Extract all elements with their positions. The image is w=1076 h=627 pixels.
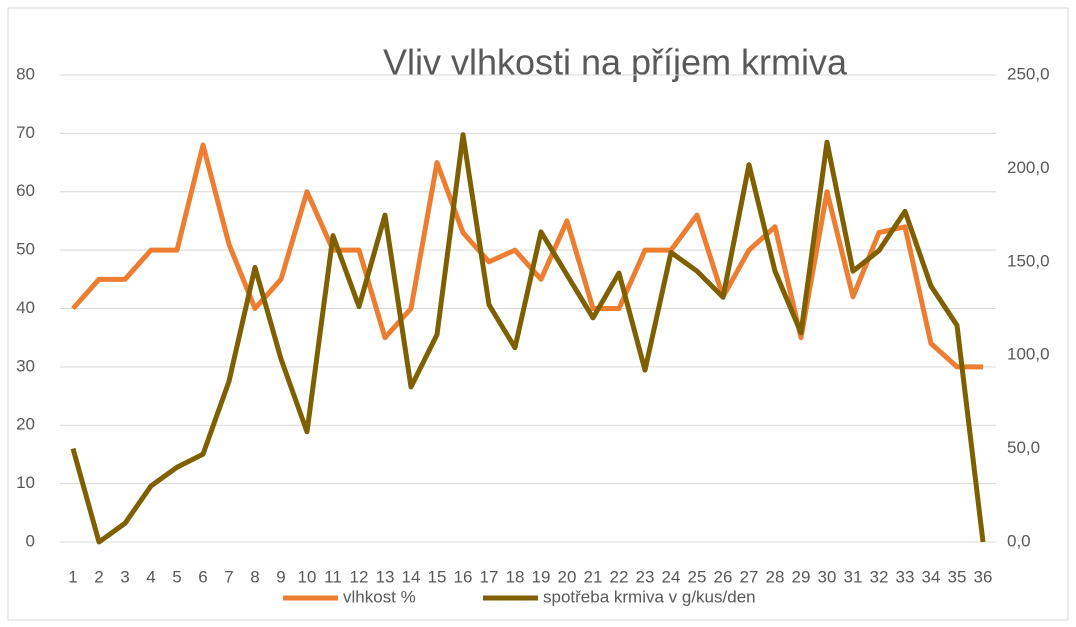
x-tick-label: 32 (870, 567, 889, 586)
x-tick-label: 15 (428, 567, 447, 586)
x-tick-label: 27 (740, 567, 759, 586)
y-tick-label: 30 (16, 356, 35, 375)
x-tick-label: 23 (636, 567, 655, 586)
x-tick-label: 25 (688, 567, 707, 586)
x-tick-label: 19 (532, 567, 551, 586)
x-tick-label: 16 (454, 567, 473, 586)
y2-tick-label: 250,0 (1007, 64, 1050, 83)
y-tick-label: 70 (16, 123, 35, 142)
x-tick-label: 35 (948, 567, 967, 586)
x-tick-label: 2 (94, 567, 103, 586)
y2-tick-label: 200,0 (1007, 158, 1050, 177)
x-tick-label: 3 (120, 567, 129, 586)
y2-tick-label: 150,0 (1007, 251, 1050, 270)
x-tick-label: 17 (480, 567, 499, 586)
x-tick-label: 4 (146, 567, 155, 586)
x-tick-label: 8 (250, 567, 259, 586)
x-tick-label: 14 (402, 567, 421, 586)
y-tick-label: 20 (16, 415, 35, 434)
x-tick-label: 9 (276, 567, 285, 586)
x-tick-label: 1 (68, 567, 77, 586)
x-tick-label: 30 (818, 567, 837, 586)
y2-tick-label: 0,0 (1007, 531, 1031, 550)
chart-title: Vliv vlhkosti na příjem krmiva (383, 42, 848, 83)
x-tick-label: 24 (662, 567, 681, 586)
x-tick-label: 34 (922, 567, 941, 586)
x-tick-label: 12 (350, 567, 369, 586)
x-tick-label: 33 (896, 567, 915, 586)
y2-tick-label: 50,0 (1007, 438, 1040, 457)
x-tick-label: 36 (974, 567, 993, 586)
x-tick-label: 29 (792, 567, 811, 586)
series-line (71, 142, 983, 370)
legend-label: spotřeba krmiva v g/kus/den (543, 587, 756, 606)
x-tick-label: 26 (714, 567, 733, 586)
series-line (70, 132, 986, 545)
x-tick-label: 21 (584, 567, 603, 586)
y-tick-label: 80 (16, 64, 35, 83)
legend-label: vlhkost % (343, 587, 416, 606)
y-tick-label: 0 (26, 531, 35, 550)
x-tick-label: 11 (324, 567, 342, 586)
x-tick-label: 5 (172, 567, 181, 586)
y-tick-label: 10 (16, 473, 35, 492)
x-tick-label: 22 (610, 567, 629, 586)
chart-border (7, 7, 1069, 621)
x-tick-label: 10 (298, 567, 317, 586)
x-tick-label: 6 (198, 567, 207, 586)
x-tick-label: 7 (224, 567, 233, 586)
x-tick-label: 31 (844, 567, 863, 586)
y-tick-label: 40 (16, 298, 35, 317)
x-tick-label: 18 (506, 567, 525, 586)
x-tick-label: 13 (376, 567, 395, 586)
x-tick-label: 20 (558, 567, 577, 586)
y2-tick-label: 100,0 (1007, 345, 1050, 364)
y-tick-label: 60 (16, 181, 35, 200)
x-tick-label: 28 (766, 567, 785, 586)
y-tick-label: 50 (16, 240, 35, 259)
